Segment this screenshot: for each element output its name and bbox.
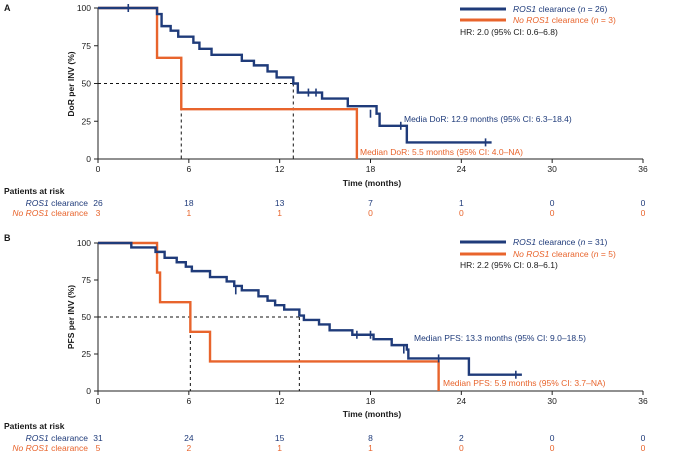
panel-a-x-axis-label: Time (months) [343, 178, 402, 188]
risk-value-ros1-clearance-12: 13 [275, 198, 285, 208]
y-tick-label-25: 25 [82, 349, 92, 359]
legend-label-no-ros1-clearance: No ROS1 clearance (n = 5) [513, 249, 616, 259]
panel-b-risk-row-label-ros1: ROS1 clearance [26, 433, 89, 443]
y-tick-label-75: 75 [82, 275, 92, 285]
risk-value-ros1-clearance-0: 31 [93, 433, 103, 443]
x-tick-label-12: 12 [275, 396, 285, 406]
risk-value-ros1-clearance-12: 15 [275, 433, 285, 443]
risk-value-no-ros1-clearance-6: 1 [186, 208, 191, 218]
panel-a-median-annotation-ros1: Media DoR: 12.9 months (95% CI: 6.3–18.4… [404, 114, 572, 124]
risk-value-ros1-clearance-18: 8 [368, 433, 373, 443]
risk-value-ros1-clearance-30: 0 [550, 198, 555, 208]
risk-value-no-ros1-clearance-36: 0 [641, 208, 646, 218]
y-tick-label-100: 100 [77, 3, 91, 13]
risk-value-no-ros1-clearance-36: 0 [641, 443, 646, 453]
y-tick-label-50: 50 [82, 79, 92, 89]
x-tick-label-24: 24 [457, 396, 467, 406]
panel-a-label: A [4, 3, 11, 13]
legend-label-no-ros1-clearance: No ROS1 clearance (n = 3) [513, 15, 616, 25]
risk-value-ros1-clearance-30: 0 [550, 433, 555, 443]
panel-b-risk-values: 31 24 15 8 2 0 05 2 1 1 0 0 0 [93, 433, 645, 453]
risk-value-ros1-clearance-36: 0 [641, 198, 646, 208]
x-tick-label-24: 24 [457, 164, 467, 174]
y-tick-label-100: 100 [77, 238, 91, 248]
risk-value-no-ros1-clearance-18: 1 [368, 443, 373, 453]
km-curve-ros1-clearance [98, 6, 492, 144]
panel-b: B PFS per INV (%) Time (months) 02550751… [4, 233, 648, 453]
risk-value-ros1-clearance-24: 1 [459, 198, 464, 208]
risk-value-no-ros1-clearance-24: 0 [459, 443, 464, 453]
risk-value-ros1-clearance-6: 24 [184, 433, 194, 443]
panel-b-curves [98, 241, 522, 391]
risk-value-no-ros1-clearance-6: 2 [186, 443, 191, 453]
risk-value-no-ros1-clearance-12: 1 [277, 443, 282, 453]
x-tick-label-36: 36 [638, 164, 648, 174]
x-tick-label-18: 18 [366, 164, 376, 174]
y-tick-label-0: 0 [86, 154, 91, 164]
panel-a-median-annotation-no-ros1: Median DoR: 5.5 months (95% CI: 4.0–NA) [360, 147, 523, 157]
y-tick-label-75: 75 [82, 41, 92, 51]
legend-label-ros1-clearance: ROS1 clearance (n = 31) [513, 237, 607, 247]
panel-a-risk-title: Patients at risk [4, 186, 65, 196]
risk-value-ros1-clearance-18: 7 [368, 198, 373, 208]
panel-a-risk-row-label-no-ros1: No ROS1 clearance [12, 208, 88, 218]
x-tick-label-6: 6 [186, 396, 191, 406]
risk-value-no-ros1-clearance-0: 5 [96, 443, 101, 453]
panel-b-label: B [4, 233, 11, 243]
risk-value-no-ros1-clearance-24: 0 [459, 208, 464, 218]
x-tick-label-18: 18 [366, 396, 376, 406]
panel-b-legend: ROS1 clearance (n = 31) No ROS1 clearanc… [460, 237, 616, 270]
panel-a: A DoR per INV (%) Time (months) 0 25 50 75 1… [4, 3, 648, 218]
panel-b-median-annotation-ros1: Median PFS: 13.3 months (95% CI: 9.0–18.… [414, 333, 586, 343]
panel-b-median-annotation-no-ros1: Median PFS: 5.9 months (95% CI: 3.7–NA) [443, 378, 606, 388]
risk-value-no-ros1-clearance-30: 0 [550, 443, 555, 453]
risk-value-ros1-clearance-36: 0 [641, 433, 646, 443]
panel-a-risk-row-label-ros1: ROS1 clearance [26, 198, 89, 208]
risk-value-no-ros1-clearance-0: 3 [96, 208, 101, 218]
panel-a-ticks: 0 25 50 75 100 0 6 12 18 24 30 36 [77, 3, 648, 174]
panel-a-legend: ROS1 clearance (n = 26) No ROS1 clearanc… [460, 4, 616, 37]
y-tick-label-25: 25 [82, 116, 92, 126]
risk-value-no-ros1-clearance-18: 0 [368, 208, 373, 218]
risk-value-no-ros1-clearance-30: 0 [550, 208, 555, 218]
risk-value-no-ros1-clearance-12: 1 [277, 208, 282, 218]
panel-b-hazard-ratio: HR: 2.2 (95% CI: 0.8–6.1) [460, 260, 558, 270]
panel-b-x-axis-label: Time (months) [343, 409, 402, 419]
panel-b-y-axis-label: PFS per INV (%) [66, 285, 76, 349]
legend-label-ros1-clearance: ROS1 clearance (n = 26) [513, 4, 607, 14]
panel-a-y-axis-label: DoR per INV (%) [66, 51, 76, 116]
x-tick-label-0: 0 [96, 164, 101, 174]
panel-a-risk-values: 26 18 13 7 1 0 03 1 1 0 0 0 0 [93, 198, 645, 218]
x-tick-label-30: 30 [547, 164, 557, 174]
panel-b-risk-title: Patients at risk [4, 421, 65, 431]
risk-value-ros1-clearance-6: 18 [184, 198, 194, 208]
risk-value-ros1-clearance-24: 2 [459, 433, 464, 443]
risk-value-ros1-clearance-0: 26 [93, 198, 103, 208]
x-tick-label-12: 12 [275, 164, 285, 174]
panel-a-curves [98, 4, 492, 159]
x-tick-label-6: 6 [186, 164, 191, 174]
x-tick-label-36: 36 [638, 396, 648, 406]
panel-a-hazard-ratio: HR: 2.0 (95% CI: 0.6–6.8) [460, 27, 558, 37]
panel-b-ticks: 0 25 50 75 100 0 6 12 18 24 30 36 [77, 238, 648, 406]
km-curve-ros1-clearance [98, 241, 522, 376]
y-tick-label-50: 50 [82, 312, 92, 322]
x-tick-label-30: 30 [547, 396, 557, 406]
x-tick-label-0: 0 [96, 396, 101, 406]
y-tick-label-0: 0 [86, 386, 91, 396]
panel-b-risk-row-label-no-ros1: No ROS1 clearance [12, 443, 88, 453]
km-curve-no-ros1-clearance [98, 241, 440, 391]
